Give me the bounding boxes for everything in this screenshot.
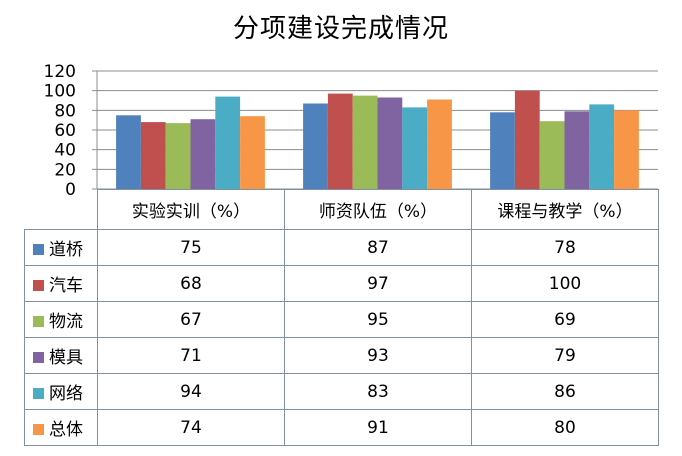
- bar-series-0-cat-1: [303, 103, 328, 189]
- data-label: 71: [97, 337, 285, 374]
- series-name: 总体: [49, 420, 83, 440]
- bars: [116, 90, 639, 190]
- data-label: 94: [97, 373, 285, 410]
- legend-entry: 总体: [24, 409, 98, 446]
- table-corner: [24, 189, 98, 230]
- bar-series-5-cat-1: [427, 99, 452, 189]
- legend-entry: 汽车: [24, 265, 98, 302]
- series-name: 道桥: [49, 240, 83, 260]
- legend-entry: 网络: [24, 373, 98, 410]
- series-name: 模具: [49, 348, 83, 368]
- category-label: 课程与教学（%）: [471, 189, 659, 230]
- data-label: 67: [97, 301, 285, 338]
- data-label: 97: [284, 265, 472, 302]
- bar-series-1-cat-0: [140, 122, 166, 189]
- legend-swatch: [33, 315, 44, 327]
- category-label: 师资队伍（%）: [284, 189, 472, 230]
- data-label: 93: [284, 337, 472, 374]
- table-row: 模具 71 93 79: [24, 337, 659, 374]
- bar-series-2-cat-0: [165, 123, 191, 189]
- bar-series-3-cat-0: [190, 119, 216, 189]
- legend-swatch: [33, 351, 44, 363]
- y-tick-label: 60: [54, 121, 76, 141]
- y-tick-label: 80: [54, 101, 76, 121]
- bar-series-3-cat-2: [564, 111, 590, 189]
- table-row: 汽车 68 97 100: [24, 265, 659, 302]
- bar-series-4-cat-1: [402, 107, 428, 189]
- legend-swatch: [33, 423, 44, 435]
- legend-entry: 道桥: [24, 229, 98, 266]
- data-label: 74: [97, 409, 285, 446]
- bar-series-1-cat-1: [327, 93, 353, 189]
- data-label: 78: [471, 229, 659, 266]
- y-tick-label: 100: [44, 82, 76, 102]
- series-name: 汽车: [49, 276, 83, 296]
- legend-swatch: [33, 279, 44, 291]
- category-header-row: 实验实训（%） 师资队伍（%） 课程与教学（%）: [24, 189, 659, 230]
- data-label: 95: [284, 301, 472, 338]
- bar-series-2-cat-1: [352, 95, 378, 189]
- chart-title: 分项建设完成情况: [232, 14, 449, 44]
- y-tick-label: 20: [54, 160, 76, 180]
- data-table: 实验实训（%） 师资队伍（%） 课程与教学（%） 道桥 75 87 78 汽车 68 97 100…: [24, 189, 659, 446]
- series-name: 物流: [49, 312, 83, 332]
- table-row: 道桥 75 87 78: [24, 229, 659, 266]
- data-label: 86: [471, 373, 659, 410]
- bar-series-4-cat-2: [589, 104, 615, 189]
- y-tick-label: 120: [44, 62, 76, 82]
- bar-series-1-cat-2: [514, 90, 540, 189]
- bar-series-0-cat-0: [116, 115, 141, 190]
- bar-series-5-cat-2: [614, 110, 639, 189]
- legend-swatch: [33, 387, 44, 399]
- data-label: 68: [97, 265, 285, 302]
- data-label: 69: [471, 301, 659, 338]
- data-label: 75: [97, 229, 285, 266]
- category-label: 实验实训（%）: [97, 189, 285, 230]
- data-label: 87: [284, 229, 472, 266]
- series-name: 网络: [49, 384, 83, 404]
- table-row: 总体 74 91 80: [24, 409, 659, 446]
- data-label: 100: [471, 265, 659, 302]
- data-label: 91: [284, 409, 472, 446]
- data-label: 83: [284, 373, 472, 410]
- data-label: 79: [471, 337, 659, 374]
- legend-swatch: [33, 243, 44, 255]
- bar-series-2-cat-2: [539, 121, 565, 189]
- data-label: 80: [471, 409, 659, 446]
- legend-entry: 物流: [24, 301, 98, 338]
- bar-series-3-cat-1: [377, 97, 403, 189]
- bar-series-5-cat-0: [240, 116, 265, 189]
- legend-entry: 模具: [24, 337, 98, 374]
- table-row: 网络 94 83 86: [24, 373, 659, 410]
- table-row: 物流 67 95 69: [24, 301, 659, 338]
- bar-series-0-cat-2: [490, 112, 515, 189]
- y-tick-label: 40: [54, 141, 76, 161]
- bar-series-4-cat-0: [215, 96, 241, 189]
